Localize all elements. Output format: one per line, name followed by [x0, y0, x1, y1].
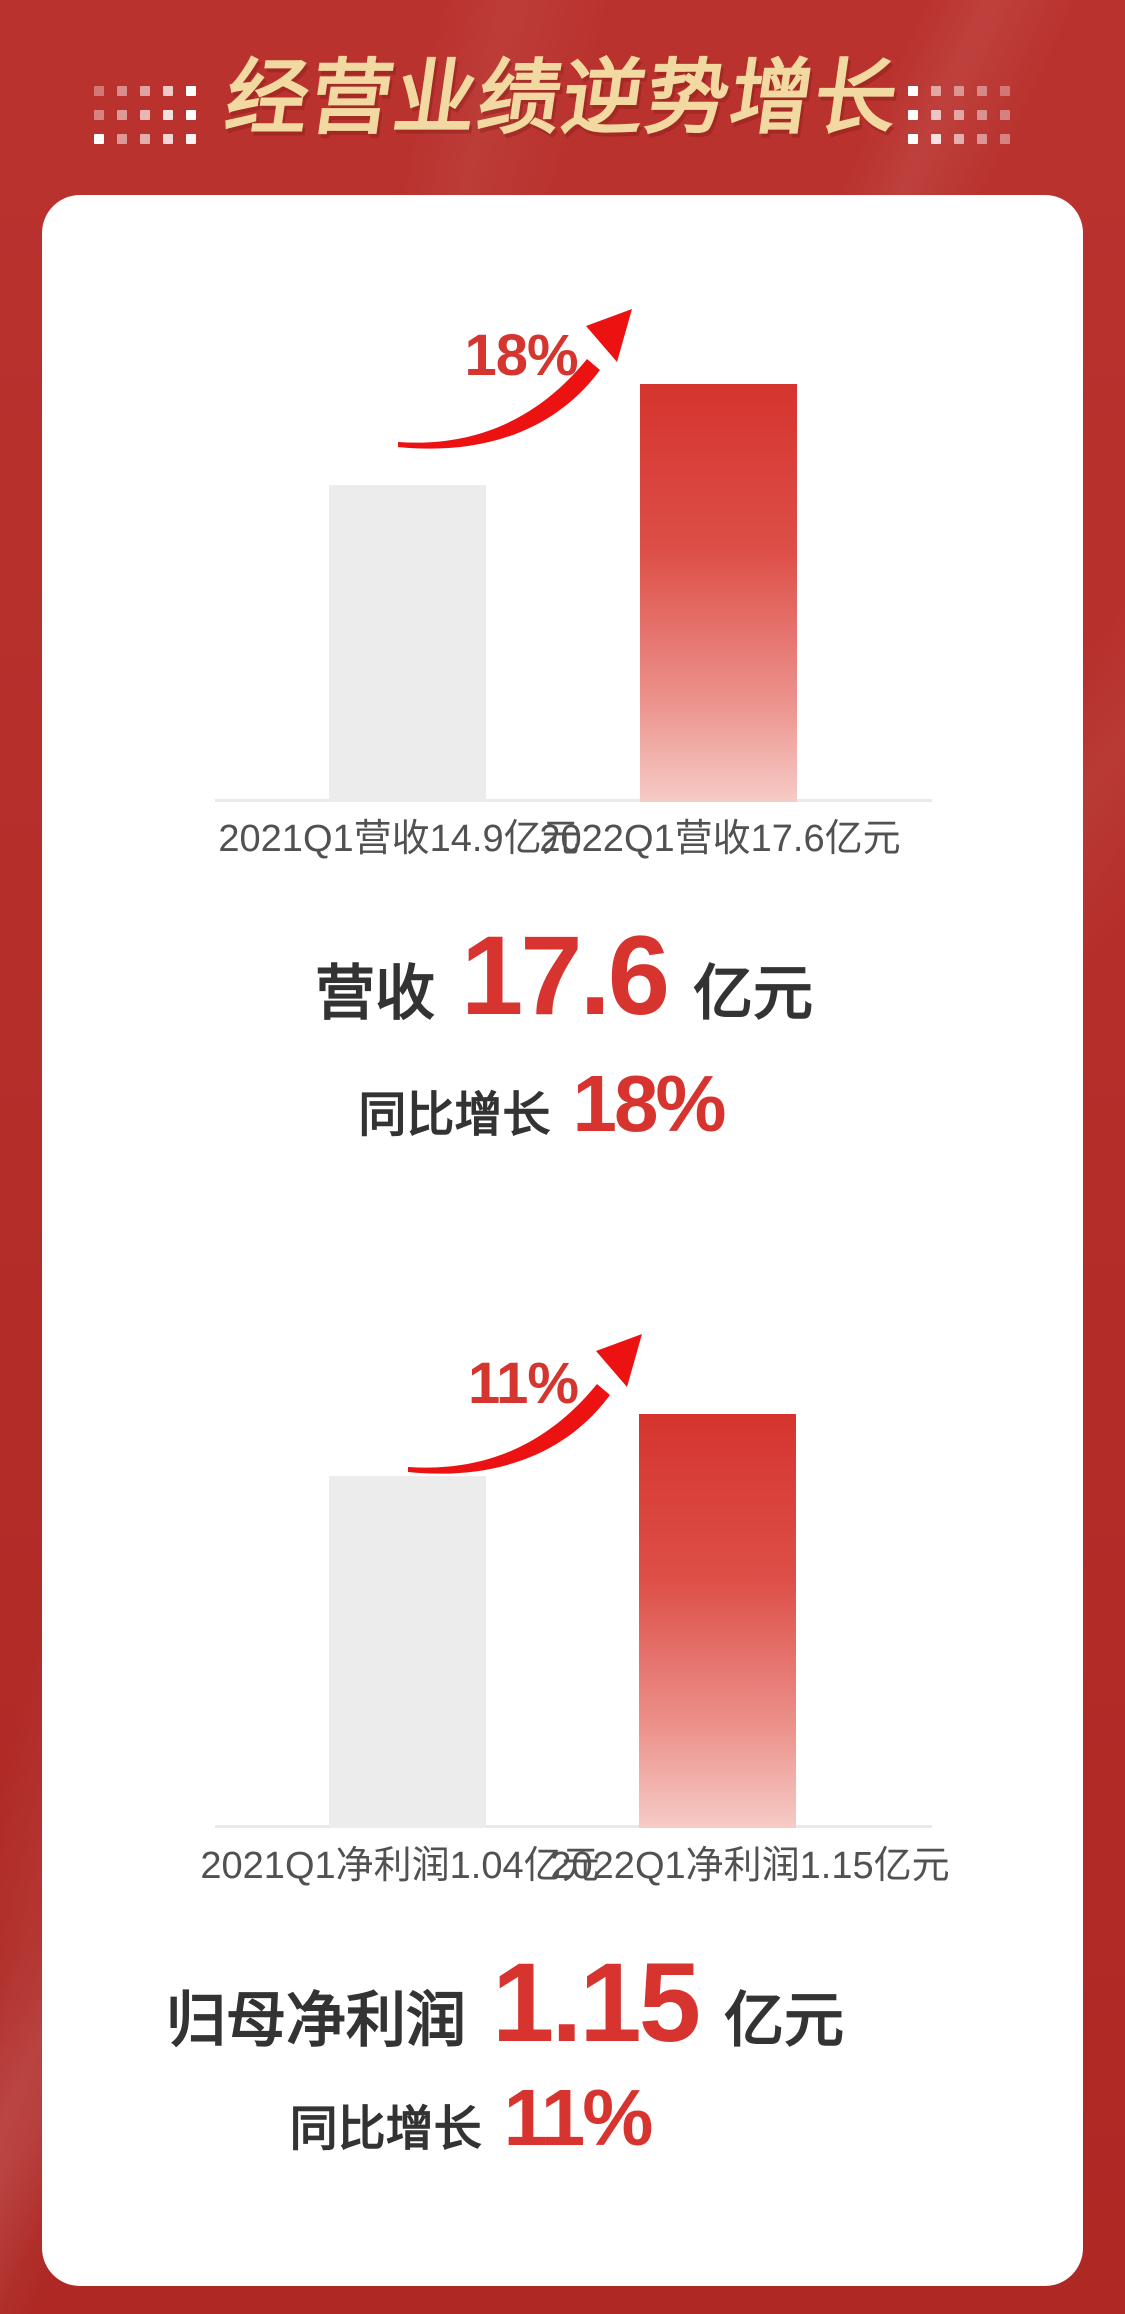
deco-dot: [954, 110, 964, 120]
growth-arrow-icon: [398, 309, 632, 449]
subline-profit-growth: 同比增长 11%: [289, 2073, 654, 2162]
headline-value: 1.15: [492, 1940, 701, 2065]
growth-badge: 18%: [464, 323, 578, 388]
bar-current-year: [639, 1414, 796, 1828]
deco-dot-row: [908, 86, 1010, 96]
bar-previous-year: [329, 485, 486, 802]
deco-dot: [977, 134, 987, 144]
headline-revenue: 营收 17.6 亿元: [315, 920, 813, 1032]
deco-dot: [186, 134, 196, 144]
chart-baseline: [215, 1825, 932, 1828]
bar-label-previous: 2021Q1净利润1.04亿元: [200, 1845, 600, 1887]
deco-dot: [94, 86, 104, 96]
deco-dot: [954, 134, 964, 144]
deco-dot-row: [908, 110, 1010, 120]
headline-value: 17.6: [461, 913, 670, 1038]
subline-value: 18%: [572, 1059, 726, 1148]
deco-dots-left: [94, 86, 196, 144]
deco-dot: [186, 86, 196, 96]
deco-dot: [908, 86, 918, 96]
subline-prefix: 同比增长: [289, 2103, 482, 2156]
deco-dot: [140, 86, 150, 96]
deco-dot: [931, 86, 941, 96]
deco-dot: [1000, 86, 1010, 96]
deco-dot: [931, 134, 941, 144]
deco-dot-row: [908, 134, 1010, 144]
deco-dot: [140, 134, 150, 144]
deco-dot: [117, 110, 127, 120]
deco-dot: [94, 110, 104, 120]
deco-dot: [163, 134, 173, 144]
deco-dot: [163, 86, 173, 96]
content-card: 18% 2021Q1营收14.9亿元 2022Q1营收17.6亿元 营收 17.…: [42, 195, 1083, 2286]
bar-label-previous: 2021Q1营收14.9亿元: [218, 818, 580, 860]
deco-dot-row: [94, 134, 196, 144]
bar-previous-year: [329, 1476, 486, 1828]
deco-dot: [140, 110, 150, 120]
headline-suffix: 亿元: [692, 960, 813, 1027]
deco-dot-row: [94, 86, 196, 96]
deco-dot: [186, 110, 196, 120]
headline-prefix: 营收: [315, 960, 436, 1027]
deco-dot-row: [94, 110, 196, 120]
deco-dot: [1000, 110, 1010, 120]
chart-baseline: [215, 799, 932, 802]
growth-arrow-icon: [408, 1334, 642, 1474]
headline-net-profit: 归母净利润 1.15 亿元: [166, 1947, 844, 2059]
headline-prefix: 归母净利润: [166, 1987, 467, 2054]
subline-revenue-growth: 同比增长 18%: [358, 1059, 726, 1148]
subline-prefix: 同比增长: [358, 1089, 551, 1142]
deco-dot: [954, 86, 964, 96]
deco-dot: [908, 134, 918, 144]
bar-current-year: [640, 384, 797, 802]
deco-dot: [1000, 134, 1010, 144]
deco-dot: [117, 86, 127, 96]
deco-dot: [163, 110, 173, 120]
bar-label-current: 2022Q1净利润1.15亿元: [550, 1845, 950, 1887]
growth-badge: 11%: [468, 1351, 579, 1416]
headline-suffix: 亿元: [723, 1987, 844, 2054]
deco-dot: [977, 86, 987, 96]
deco-dot: [931, 110, 941, 120]
deco-dots-right: [908, 86, 1010, 144]
deco-dot: [94, 134, 104, 144]
subline-value: 11%: [503, 2073, 654, 2162]
deco-dot: [977, 110, 987, 120]
bar-label-current: 2022Q1营收17.6亿元: [539, 818, 901, 860]
deco-dot: [908, 110, 918, 120]
deco-dot: [117, 134, 127, 144]
